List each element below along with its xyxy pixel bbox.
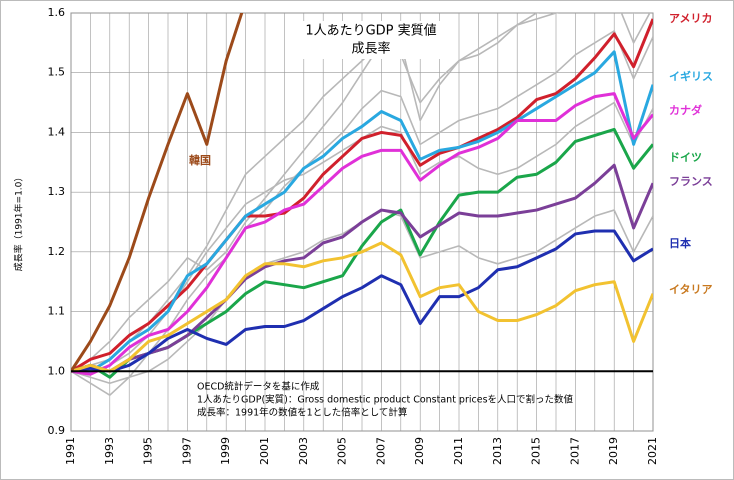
series-line — [71, 229, 653, 373]
x-tick-label: 2019 — [607, 437, 620, 465]
note: OECD統計データを基に作成 — [197, 381, 320, 393]
series-line — [71, 18, 653, 373]
note: 成長率：1991年の数値を1とした倍率として計算 — [197, 407, 407, 419]
series-line — [71, 50, 653, 373]
series-label: 韓国 — [189, 153, 211, 167]
x-tick-label: 2005 — [336, 437, 349, 465]
x-tick-label: 2009 — [413, 437, 426, 465]
x-tick-label: 1991 — [64, 437, 77, 465]
title-box — [291, 21, 451, 59]
series-line — [71, 92, 653, 376]
y-tick-label: 1.2 — [48, 245, 66, 258]
series-line — [71, 13, 244, 373]
y-tick-label: 1.3 — [48, 185, 66, 198]
series-label: ドイツ — [669, 151, 702, 164]
chart-title: 1人あたりGDP 実質値 — [305, 23, 436, 39]
x-tick-label: 1993 — [103, 437, 116, 465]
lines — [71, 13, 653, 396]
y-tick-label: 1.6 — [48, 6, 66, 19]
x-tick-label: 2007 — [374, 437, 387, 465]
x-tick-label: 2015 — [530, 437, 543, 465]
x-tick-label: 2021 — [646, 437, 659, 465]
series-label: イギリス — [669, 69, 713, 83]
series-line — [71, 241, 653, 373]
series-label: イタリア — [669, 283, 713, 296]
series-label: フランス — [669, 175, 713, 188]
x-tick-label: 2013 — [491, 437, 504, 465]
series-label: カナダ — [669, 103, 702, 117]
note: 1人あたりGDP(実質)：Gross domestic product Cons… — [197, 394, 574, 406]
x-tick-label: 1999 — [219, 437, 232, 465]
series-line — [71, 163, 653, 373]
y-axis-label: 成長率（1991年=1.0） — [13, 173, 25, 272]
series-label: 日本 — [669, 236, 691, 250]
chart-subtitle: 成長率 — [351, 41, 390, 57]
background-line — [71, 13, 635, 372]
grid: 0.9 1.0 1.1 1.2 1.3 1.4 1.5 1.6 1991 1993 1995 1997… — [48, 6, 660, 465]
y-tick-label: 1.4 — [48, 125, 66, 138]
x-tick-label: 1995 — [142, 437, 155, 465]
series-label: アメリカ — [669, 12, 712, 25]
y-tick-label: 1.5 — [48, 66, 66, 79]
y-tick-label: 0.9 — [48, 424, 66, 437]
x-tick-label: 2011 — [452, 437, 465, 465]
x-tick-label: 2017 — [568, 437, 581, 465]
x-tick-label: 1997 — [180, 437, 193, 465]
y-tick-label: 1.1 — [48, 305, 66, 318]
x-tick-label: 2001 — [258, 437, 271, 465]
background-line — [71, 13, 651, 373]
y-tick-label: 1.0 — [48, 364, 66, 377]
x-tick-label: 2003 — [297, 437, 310, 465]
